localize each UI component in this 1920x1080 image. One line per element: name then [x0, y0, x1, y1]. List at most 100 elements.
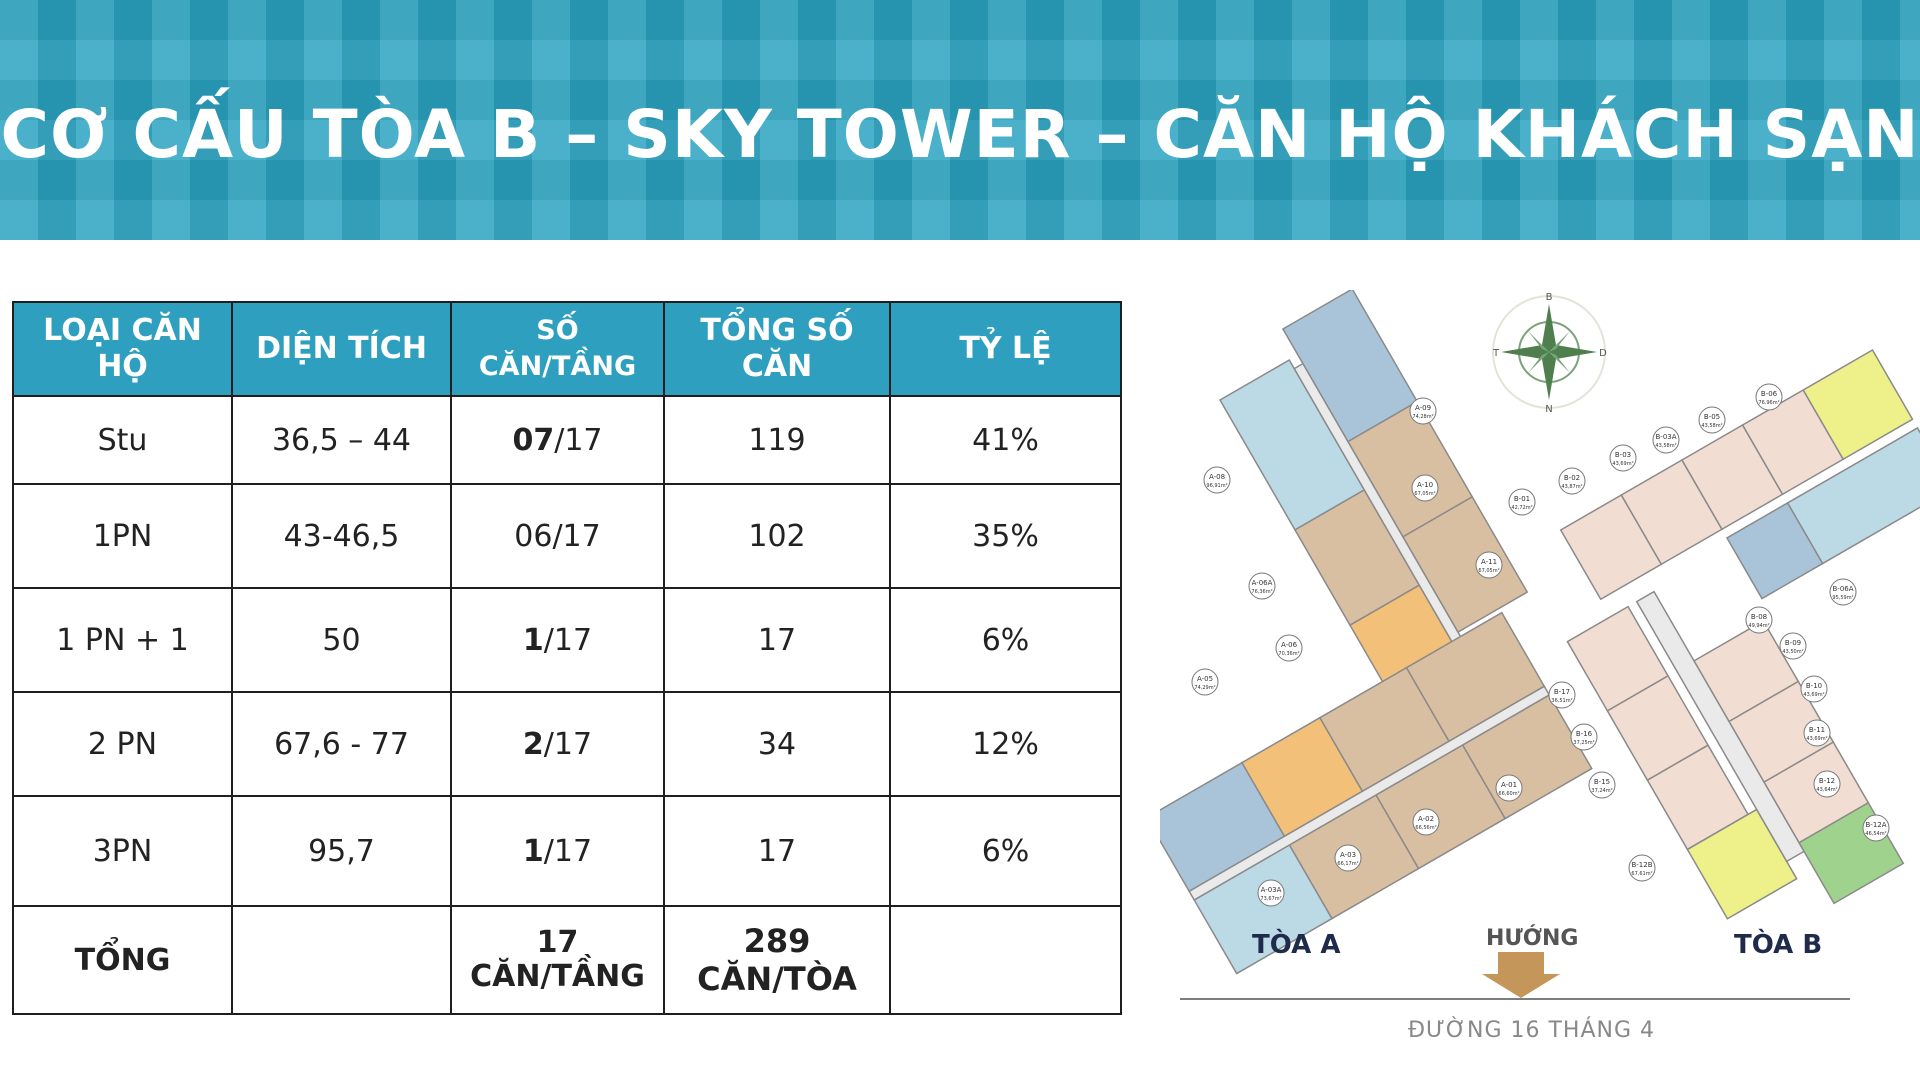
svg-text:66,56m²: 66,56m²	[1415, 825, 1436, 831]
table-row: 1PN 43-46,5 06/17 102 35%	[12, 483, 1122, 589]
cell-type: 1PN	[12, 483, 233, 589]
svg-text:B-06: B-06	[1761, 390, 1778, 398]
unit-callout: A-06 70,36m²	[1275, 634, 1303, 662]
unit-callouts: A-09 74,28m² A-08 96,91m² A-10 67,05m² A-11…	[1191, 383, 1890, 907]
cell-type: 2 PN	[12, 691, 233, 797]
svg-text:37,25m²: 37,25m²	[1573, 740, 1594, 746]
tower-a-plan	[1160, 290, 1593, 975]
page-title: CƠ CẤU TÒA B – SKY TOWER – CĂN HỘ KHÁCH …	[0, 96, 1920, 173]
unit-callout: A-11 67,05m²	[1475, 551, 1503, 579]
unit-callout: A-03A 73,67m²	[1257, 879, 1285, 907]
direction-label: HƯỚNG	[1486, 926, 1579, 951]
svg-text:70,36m²: 70,36m²	[1278, 651, 1299, 657]
svg-text:B-03A: B-03A	[1655, 433, 1676, 441]
svg-text:96,91m²: 96,91m²	[1206, 483, 1227, 489]
cell-total: 17	[663, 795, 891, 907]
svg-text:49,94m²: 49,94m²	[1748, 623, 1769, 629]
unit-callout: A-05 74,29m²	[1191, 668, 1219, 696]
unit-callout: B-01 42,72m²	[1508, 488, 1536, 516]
cell-per-floor: 2/17	[450, 691, 665, 797]
cell-total: 17	[663, 587, 891, 693]
cell-area: 95,7	[231, 795, 452, 907]
svg-text:A-03: A-03	[1340, 851, 1356, 859]
svg-text:76,36m²: 76,36m²	[1251, 589, 1272, 595]
svg-text:A-03A: A-03A	[1261, 886, 1282, 894]
unit-callout: A-09 74,28m²	[1409, 397, 1437, 425]
unit-callout: A-06A 76,36m²	[1248, 572, 1276, 600]
unit-callout: B-03A 43,58m²	[1652, 426, 1680, 454]
cell-empty	[889, 905, 1122, 1015]
compass-e: D	[1599, 348, 1607, 359]
compass-w: T	[1492, 348, 1500, 359]
compass-s: N	[1545, 404, 1552, 415]
svg-text:43,87m²: 43,87m²	[1561, 484, 1582, 490]
cell-total-per-floor: 17 CĂN/TẦNG	[450, 905, 665, 1015]
table-header-row: LOẠI CĂN HỘ DIỆN TÍCH SỐ CĂN/TẦNG TỔNG SỐ C…	[12, 301, 1122, 397]
cell-area: 67,6 - 77	[231, 691, 452, 797]
svg-text:B-06A: B-06A	[1832, 585, 1853, 593]
header-cell-ratio: TỶ LỆ	[889, 301, 1122, 397]
cell-total: 102	[663, 483, 891, 589]
unit-callout: B-11 43,69m²	[1803, 719, 1831, 747]
svg-text:B-08: B-08	[1751, 613, 1767, 621]
cell-ratio: 35%	[889, 483, 1122, 589]
table-row: 1 PN + 1 50 1/17 17 6%	[12, 587, 1122, 693]
svg-text:B-05: B-05	[1704, 413, 1720, 421]
unit-callout: A-01 66,60m²	[1495, 774, 1523, 802]
unit-callout: B-15 37,24m²	[1588, 771, 1616, 799]
cell-area: 43-46,5	[231, 483, 452, 589]
svg-text:B-17: B-17	[1554, 688, 1570, 696]
cell-ratio: 6%	[889, 795, 1122, 907]
compass-icon: B N T D	[1492, 292, 1607, 415]
svg-text:B-11: B-11	[1809, 726, 1825, 734]
svg-text:B-16: B-16	[1576, 730, 1593, 738]
svg-text:A-01: A-01	[1501, 781, 1517, 789]
svg-text:66,17m²: 66,17m²	[1337, 861, 1358, 867]
street-label: ĐƯỜNG 16 THÁNG 4	[1408, 1018, 1656, 1043]
svg-text:B-01: B-01	[1514, 495, 1530, 503]
svg-text:66,60m²: 66,60m²	[1498, 791, 1519, 797]
table-total-row: TỔNG 17 CĂN/TẦNG 289 CĂN/TÒA	[12, 905, 1122, 1015]
unit-callout: A-02 66,56m²	[1412, 808, 1440, 836]
svg-text:A-08: A-08	[1209, 473, 1225, 481]
svg-text:43,69m²: 43,69m²	[1612, 461, 1633, 467]
unit-callout: B-09 43,50m²	[1779, 632, 1807, 660]
unit-callout: B-08 49,94m²	[1745, 606, 1773, 634]
table-row: 3PN 95,7 1/17 17 6%	[12, 795, 1122, 907]
direction-arrow-icon	[1482, 952, 1560, 998]
svg-text:A-11: A-11	[1481, 558, 1497, 566]
header-cell-total: TỔNG SỐ CĂN	[663, 301, 891, 397]
cell-type: 1 PN + 1	[12, 587, 233, 693]
cell-type: 3PN	[12, 795, 233, 907]
unit-callout: B-03 43,69m²	[1609, 444, 1637, 472]
svg-text:B-15: B-15	[1594, 778, 1610, 786]
svg-text:74,29m²: 74,29m²	[1194, 685, 1215, 691]
unit-callout: B-05 43,58m²	[1698, 406, 1726, 434]
cell-ratio: 41%	[889, 395, 1122, 485]
svg-text:36,51m²: 36,51m²	[1551, 698, 1572, 704]
svg-text:B-03: B-03	[1615, 451, 1631, 459]
cell-area: 50	[231, 587, 452, 693]
unit-callout: B-06A 95,59m²	[1829, 578, 1857, 606]
cell-type: Stu	[12, 395, 233, 485]
unit-callout: B-17 36,51m²	[1548, 681, 1576, 709]
svg-text:A-10: A-10	[1417, 481, 1433, 489]
svg-text:A-02: A-02	[1418, 815, 1434, 823]
unit-callout: B-10 43,69m²	[1800, 675, 1828, 703]
svg-text:B-10: B-10	[1806, 682, 1822, 690]
unit-callout: B-12B 67,61m²	[1628, 854, 1656, 882]
cell-per-floor: 07/17	[450, 395, 665, 485]
svg-text:B-12A: B-12A	[1865, 821, 1886, 829]
road-line	[1180, 998, 1850, 1000]
cell-empty	[231, 905, 452, 1015]
table-row: 2 PN 67,6 - 77 2/17 34 12%	[12, 691, 1122, 797]
cell-per-floor: 1/17	[450, 587, 665, 693]
cell-per-floor: 06/17	[450, 483, 665, 589]
svg-text:67,05m²: 67,05m²	[1414, 491, 1435, 497]
unit-callout: B-12 43,64m²	[1813, 770, 1841, 798]
svg-text:A-06A: A-06A	[1252, 579, 1273, 587]
svg-text:43,58m²: 43,58m²	[1701, 423, 1722, 429]
tower-b-plan	[1559, 348, 1920, 920]
cell-ratio: 12%	[889, 691, 1122, 797]
svg-text:46,54m²: 46,54m²	[1865, 831, 1886, 837]
